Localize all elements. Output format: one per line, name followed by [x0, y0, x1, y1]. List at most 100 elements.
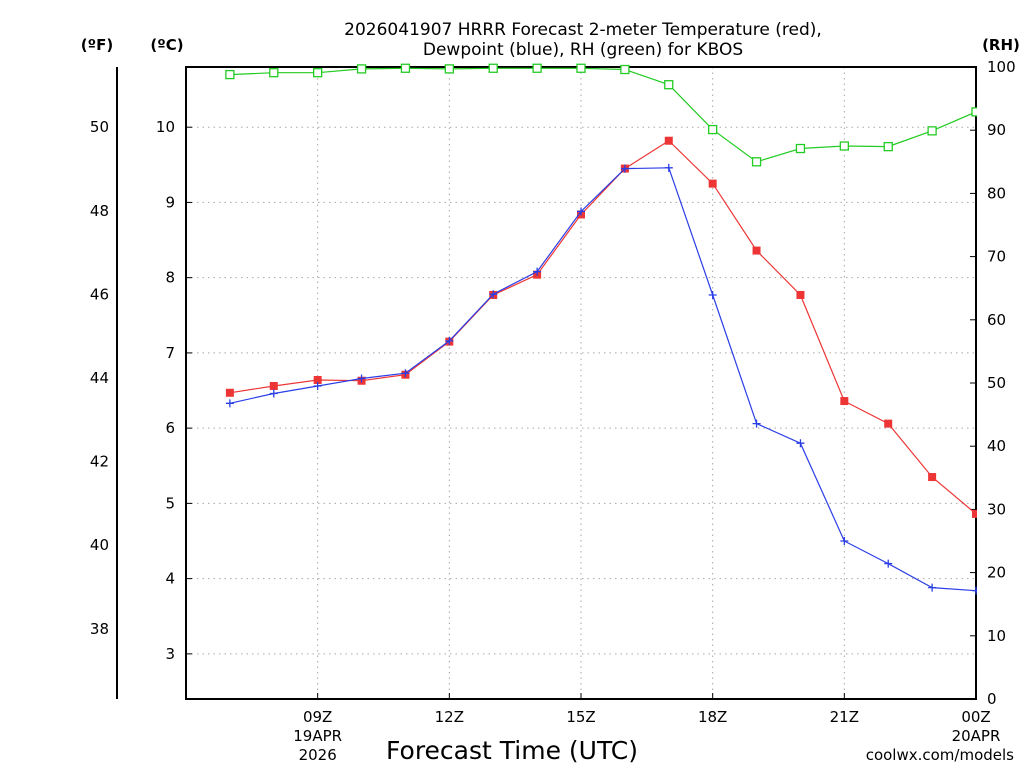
rh-tick-label: 40: [987, 437, 1006, 455]
rh-tick-label: 90: [987, 121, 1006, 139]
dewpoint-point: [401, 369, 410, 378]
time-tick-label: 12Z: [435, 708, 464, 726]
rh-unit-label: (RH): [982, 36, 1020, 54]
celsius-tick-label: 3: [165, 645, 175, 663]
time-tick-label: 19APR: [293, 727, 342, 745]
rh-tick-label: 100: [987, 58, 1016, 76]
dewpoint-point: [357, 374, 366, 383]
temperature-point: [1016, 552, 1024, 560]
rh-point: [795, 143, 806, 154]
fahrenheit-tick-label: 40: [90, 536, 109, 554]
celsius-tick-label: 6: [165, 419, 175, 437]
celsius-tick-label: 7: [165, 344, 175, 362]
time-tick-label: 2026: [299, 746, 337, 764]
rh-tick-label: 80: [987, 184, 1006, 202]
rh-point: [313, 68, 323, 78]
watermark-text: coolwx.com/models: [866, 746, 1014, 764]
temperature-point: [269, 382, 278, 391]
dewpoint-point: [884, 559, 893, 568]
dewpoint-point: [225, 399, 234, 408]
temperature-point: [928, 473, 937, 482]
celsius-tick-label: 8: [165, 269, 175, 287]
dewpoint-point: [445, 336, 454, 345]
temperature-point: [840, 397, 849, 406]
dewpoint-point: [796, 439, 805, 448]
x-axis-title: Forecast Time (UTC): [386, 736, 638, 765]
dewpoint-point: [928, 583, 937, 592]
fahrenheit-tick-label: 38: [90, 620, 109, 638]
grid-lines: [186, 67, 977, 699]
rh-point: [576, 63, 586, 73]
dewpoint-point: [533, 267, 542, 276]
rh-point: [356, 64, 367, 74]
rh-point: [1016, 104, 1024, 112]
celsius-tick-label: 9: [165, 193, 175, 211]
dewpoint-point: [752, 419, 761, 428]
rh-point: [225, 69, 235, 80]
dewpoint-point: [664, 163, 673, 172]
celsius-tick-label: 5: [165, 494, 175, 512]
rh-point: [927, 126, 937, 136]
temperature-line: [229, 139, 977, 516]
time-tick-label: 15Z: [566, 708, 595, 726]
dewpoint-line: [229, 167, 977, 593]
celsius-tick-label: 4: [165, 570, 175, 588]
rh-point: [883, 141, 893, 152]
celsius-unit-label: (ºC): [150, 36, 183, 54]
series-group: [225, 63, 1024, 625]
rh-tick-label: 60: [987, 311, 1006, 329]
time-tick-label: 20APR: [952, 727, 1001, 745]
time-tick-label: 21Z: [830, 708, 859, 726]
rh-point: [971, 107, 977, 117]
rh-point: [664, 80, 674, 90]
rh-point: [708, 124, 718, 135]
axes: [116, 66, 977, 700]
dewpoint-point: [313, 382, 322, 391]
rh-tick-label: 30: [987, 500, 1006, 518]
dewpoint-point: [489, 290, 498, 299]
rh-tick-label: 70: [987, 248, 1006, 266]
rh-point: [532, 63, 542, 73]
fahrenheit-unit-label: (ºF): [81, 36, 113, 54]
rh-tick-label: 0: [987, 690, 997, 708]
dewpoint-point: [972, 586, 977, 595]
dewpoint-point: [708, 290, 717, 299]
rh-tick-label: 50: [987, 374, 1006, 392]
time-tick-label: 09Z: [303, 708, 332, 726]
rh-line: [229, 67, 977, 163]
fahrenheit-tick-label: 48: [90, 202, 109, 220]
time-tick-label: 00Z: [961, 708, 990, 726]
fahrenheit-tick-label: 42: [90, 453, 109, 471]
temperature-point: [225, 388, 234, 397]
chart-title-line-2: Dewpoint (blue), RH (green) for KBOS: [423, 40, 743, 60]
temperature-point: [752, 246, 761, 255]
chart-title-line-1: 2026041907 HRRR Forecast 2-meter Tempera…: [344, 20, 822, 40]
rh-point: [400, 63, 411, 73]
dewpoint-point: [1016, 617, 1024, 625]
rh-point: [444, 64, 454, 74]
dewpoint-point: [269, 389, 278, 398]
celsius-tick-label: 10: [156, 118, 175, 136]
fahrenheit-tick-label: 50: [90, 118, 109, 136]
temperature-point: [708, 179, 717, 188]
rh-point: [751, 157, 762, 167]
temperature-point: [884, 419, 893, 428]
temperature-point: [664, 136, 673, 145]
data-series: [225, 63, 1024, 625]
rh-point: [839, 141, 849, 151]
temperature-point: [972, 509, 977, 518]
dewpoint-point: [840, 537, 849, 545]
rh-tick-label: 10: [987, 627, 1006, 645]
rh-point: [269, 68, 279, 78]
dewpoint-point: [577, 207, 585, 216]
rh-point: [620, 64, 630, 75]
fahrenheit-tick-label: 46: [90, 285, 109, 303]
rh-point: [488, 63, 498, 73]
rh-tick-label: 20: [987, 564, 1006, 582]
dewpoint-point: [620, 164, 629, 173]
temperature-point: [313, 375, 322, 384]
time-tick-label: 18Z: [698, 708, 727, 726]
fahrenheit-tick-label: 44: [90, 369, 109, 387]
